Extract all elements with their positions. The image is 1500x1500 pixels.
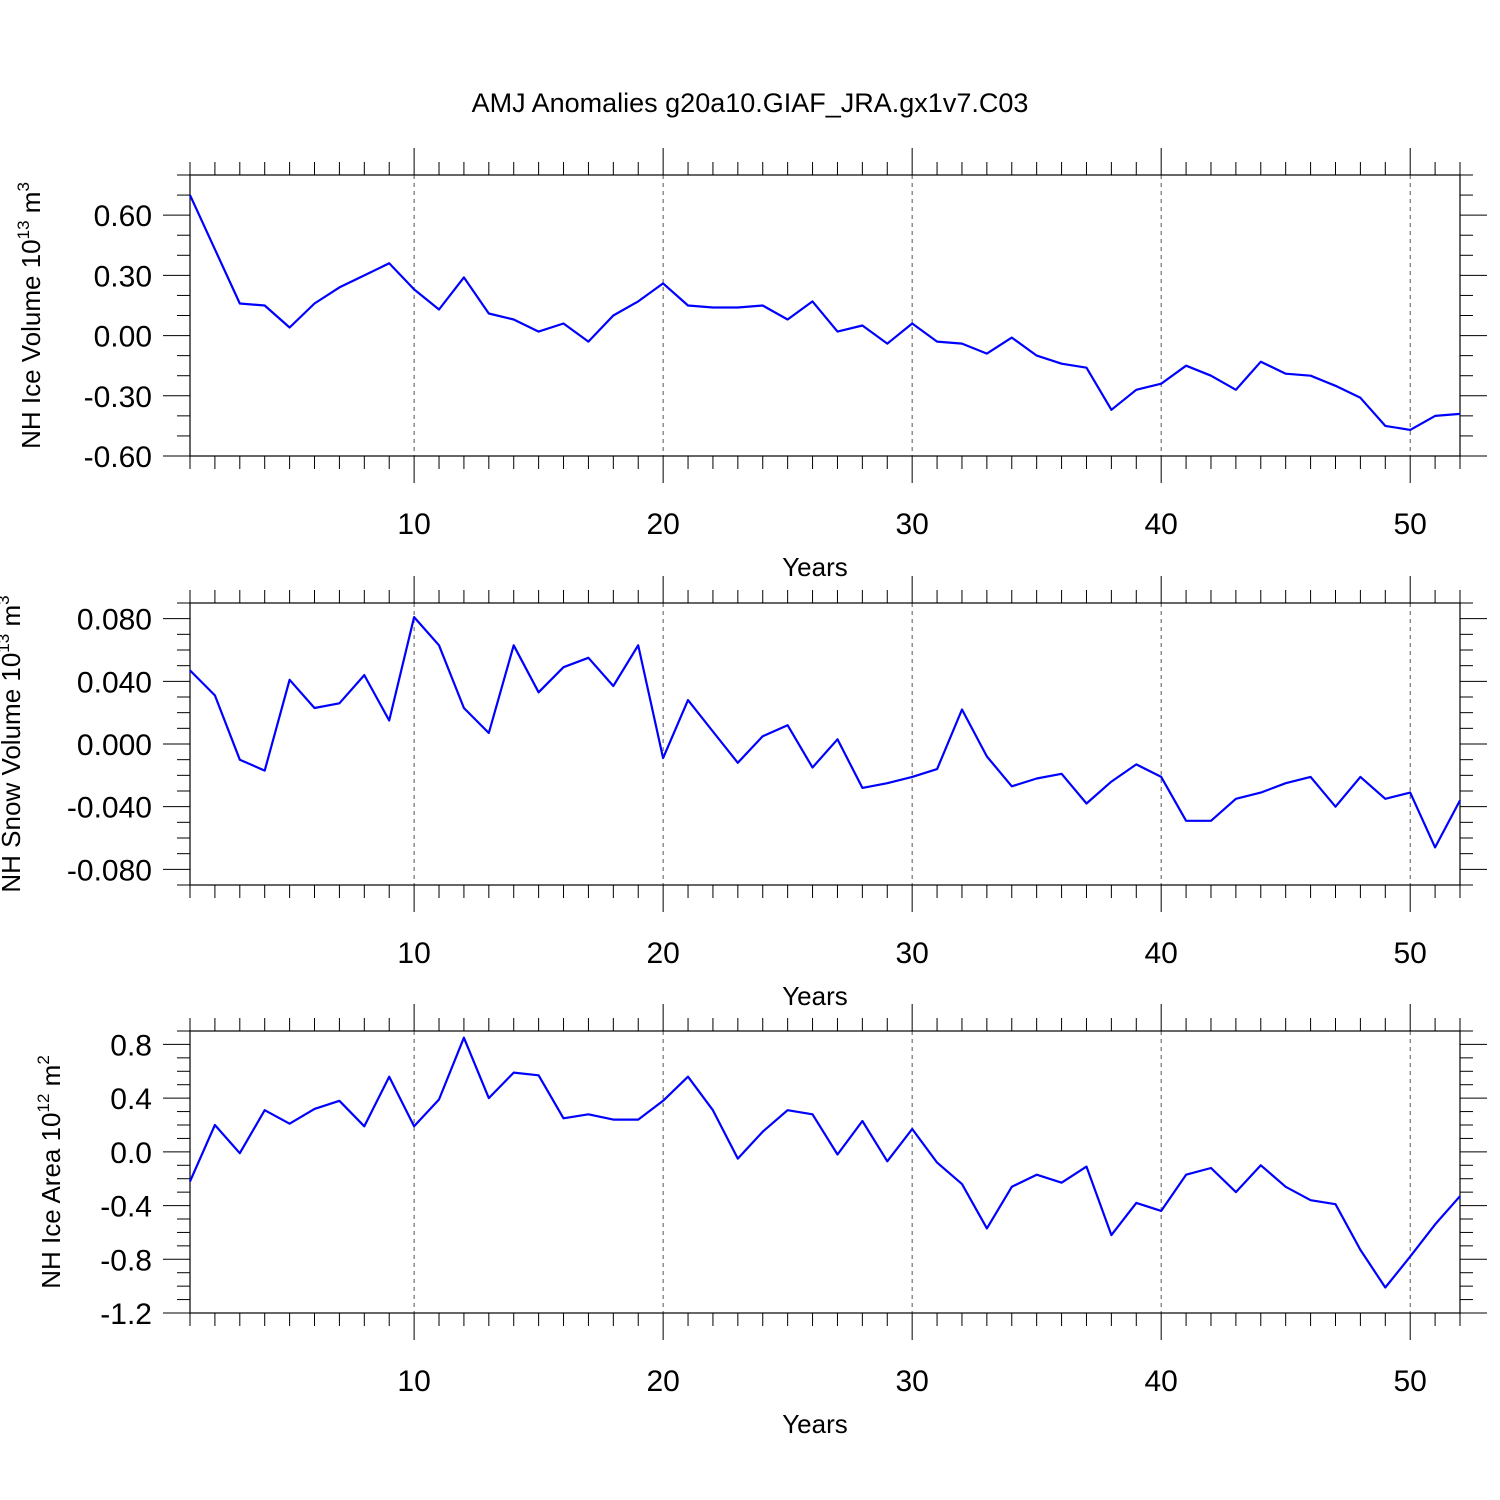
y-tick-label: 0.000 bbox=[77, 729, 152, 762]
y-tick-label: -0.60 bbox=[84, 441, 152, 474]
x-tick-label: 40 bbox=[1144, 937, 1177, 970]
series-line-1 bbox=[189, 615, 1461, 849]
x-tick-label: 10 bbox=[397, 937, 430, 970]
panel-2: 10 20 30 40 50 -0.080 -0.040 0.000 0.040 0.080 Yea… bbox=[0, 576, 1487, 1011]
x-tick-label: 10 bbox=[397, 1365, 430, 1398]
y-tick-label: 0.4 bbox=[110, 1083, 152, 1116]
y-tick-label: 0.00 bbox=[94, 321, 152, 354]
y-tick-label: -0.4 bbox=[100, 1191, 152, 1224]
y-tick-label: -0.30 bbox=[84, 381, 152, 414]
x-tick-label: 30 bbox=[895, 937, 928, 970]
x-tick-label: 20 bbox=[646, 1365, 679, 1398]
series-line-1 bbox=[189, 194, 1461, 431]
panel-3: 10 20 30 40 50 -1.2 -0.8 -0.4 0.0 0.4 0.8 Years NH I… bbox=[34, 1004, 1487, 1439]
y-tick-label: -0.8 bbox=[100, 1244, 152, 1277]
x-tick-label: 50 bbox=[1394, 937, 1427, 970]
y-tick-label: -1.2 bbox=[100, 1298, 152, 1331]
y-tick-label: 0.0 bbox=[110, 1137, 152, 1170]
x-tick-label: 20 bbox=[646, 508, 679, 541]
y-tick-label: 0.8 bbox=[110, 1029, 152, 1062]
chart-title: AMJ Anomalies g20a10.GIAF_JRA.gx1v7.C03 bbox=[472, 88, 1029, 118]
x-axis-label: Years bbox=[782, 1409, 848, 1439]
plot-frame bbox=[189, 602, 1461, 886]
x-axis-label: Years bbox=[782, 552, 848, 582]
x-tick-label: 40 bbox=[1144, 508, 1177, 541]
series-line-1 bbox=[188, 1036, 1461, 1289]
x-tick-label: 30 bbox=[895, 1365, 928, 1398]
y-tick-label: 0.30 bbox=[94, 260, 152, 293]
x-tick-label: 50 bbox=[1394, 508, 1427, 541]
y-axis-label: NH Snow Volume 1013 m3 bbox=[0, 595, 26, 892]
x-tick-label: 30 bbox=[895, 508, 928, 541]
y-tick-label: -0.040 bbox=[67, 792, 152, 825]
x-tick-label: 20 bbox=[646, 937, 679, 970]
plot-frame bbox=[189, 1030, 1461, 1314]
x-tick-label: 10 bbox=[397, 508, 430, 541]
y-tick-label: -0.080 bbox=[67, 854, 152, 887]
y-axis-label: NH Ice Area 1012 m2 bbox=[34, 1055, 66, 1289]
x-axis-label: Years bbox=[782, 981, 848, 1011]
chart-panels: 10 20 30 40 50 -0.60 -0.30 0.00 0.30 0.60 Years NH … bbox=[0, 148, 1487, 1439]
y-tick-label: 0.60 bbox=[94, 200, 152, 233]
x-tick-label: 50 bbox=[1394, 1365, 1427, 1398]
y-tick-label: 0.040 bbox=[77, 666, 152, 699]
x-tick-label: 40 bbox=[1144, 1365, 1177, 1398]
y-tick-label: 0.080 bbox=[77, 604, 152, 637]
y-axis-label: NH Ice Volume 1013 m3 bbox=[14, 182, 46, 449]
panel-1: 10 20 30 40 50 -0.60 -0.30 0.00 0.30 0.60 Years NH … bbox=[14, 148, 1487, 582]
